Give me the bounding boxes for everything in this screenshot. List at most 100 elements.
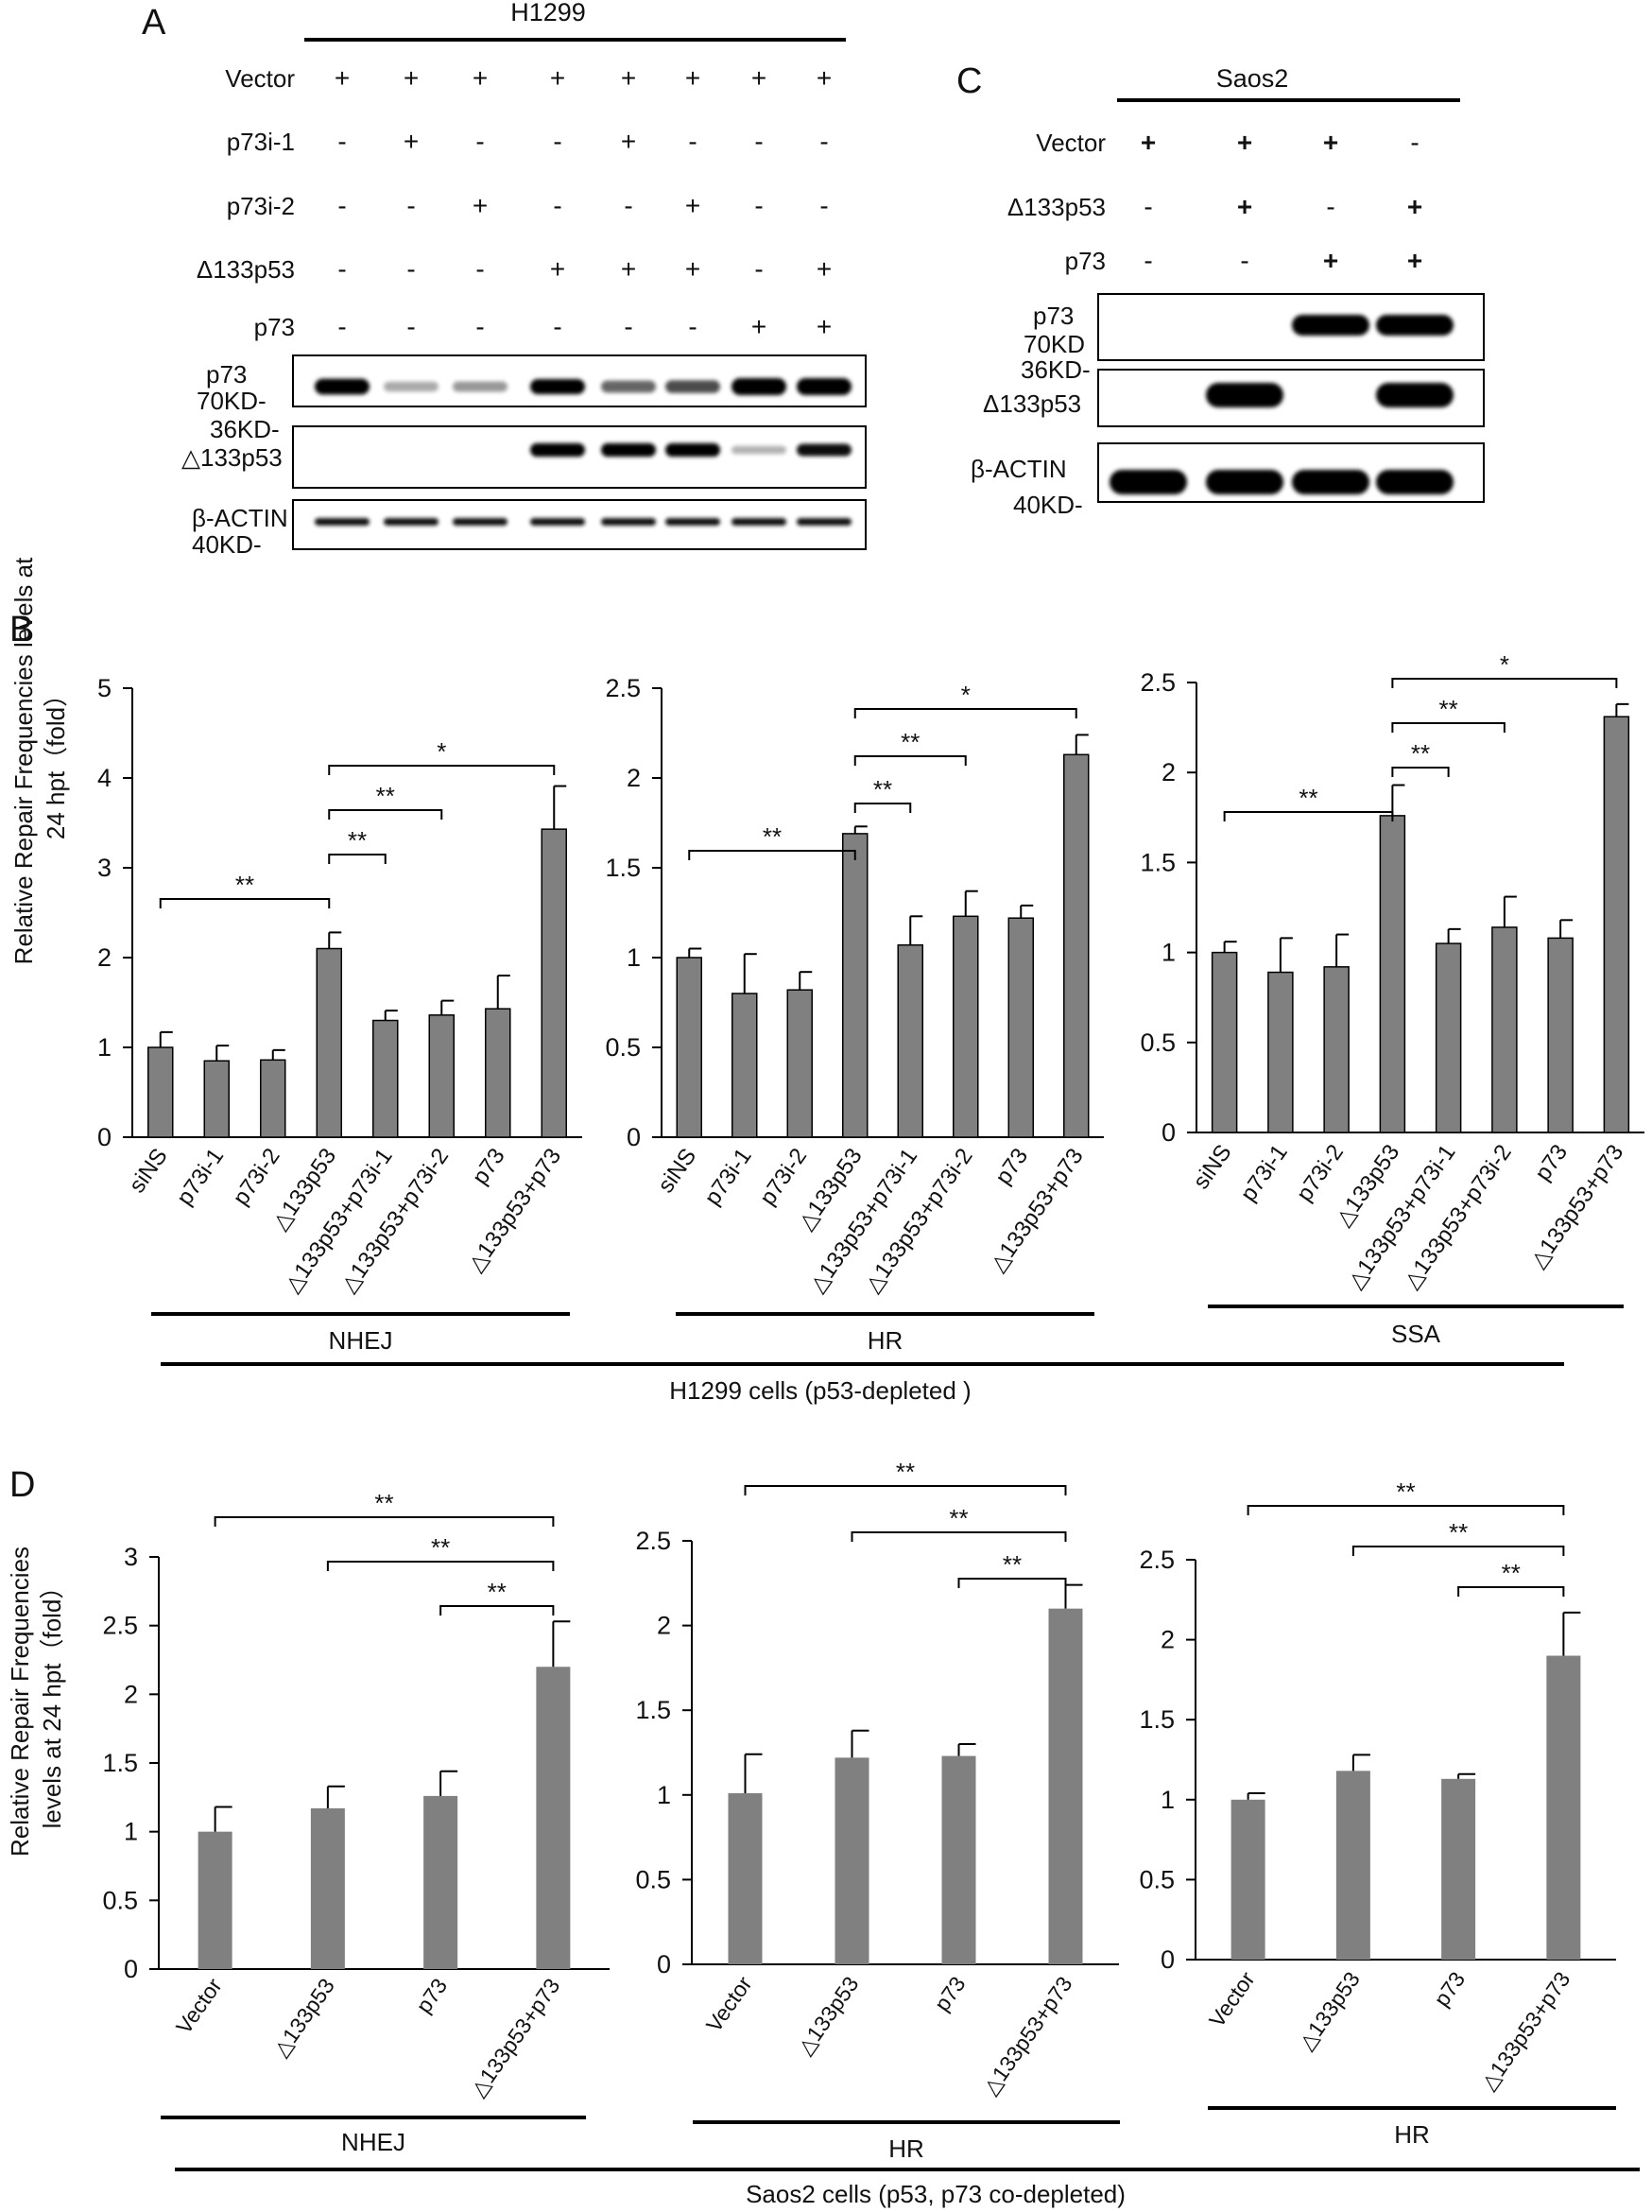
category-label: p73i-1: [172, 1144, 229, 1210]
blotA-sign: -: [475, 127, 484, 156]
blotA-sign: +: [685, 254, 700, 284]
blotA-strip-frame: [292, 425, 867, 489]
blotA-strip-label: △133p53: [181, 443, 283, 472]
blotA-band: [665, 442, 720, 458]
bar: [1323, 966, 1350, 1133]
assay-label: HR: [888, 2134, 924, 2163]
blotA-strip-label: p73: [206, 360, 247, 389]
blotA-sign: -: [337, 312, 346, 341]
blotA-sign: -: [754, 254, 763, 284]
panel-label-b: B: [9, 610, 33, 649]
y-tick-label: 1: [657, 1781, 671, 1809]
row-b-ylabel-line-1: Relative Repair Frequencies levels at: [9, 557, 38, 964]
blotA-sign: +: [817, 63, 832, 93]
blotA-band: [384, 381, 439, 392]
blot-a-cell-line: H1299: [510, 0, 586, 26]
blotA-sign: +: [550, 254, 565, 284]
category-label: △133p53: [1294, 1967, 1365, 2054]
significance-bracket: [1351, 1546, 1565, 1556]
blotA-strip-label: 40KD-: [192, 530, 262, 559]
blotA-band: [601, 518, 656, 526]
category-label: p73i-2: [755, 1144, 812, 1210]
blotC-band: [1376, 470, 1454, 494]
blotC-sign: -: [1240, 246, 1248, 275]
y-tick-label: 4: [97, 764, 112, 792]
blotC-treatment-label: Δ133p53: [1007, 193, 1106, 221]
blotA-sign: +: [473, 63, 488, 93]
y-tick-label: 1.5: [1139, 1705, 1175, 1734]
blotA-sign: +: [473, 191, 488, 220]
significance-label: *: [437, 737, 446, 766]
bar: [676, 957, 702, 1138]
bar: [1441, 1778, 1476, 1960]
category-label: p73: [411, 1974, 452, 2017]
blotC-strip-label: Δ133p53: [983, 389, 1081, 418]
significance-label: **: [1439, 695, 1458, 723]
significance-bracket: [853, 708, 1077, 718]
blotA-band: [453, 518, 508, 526]
bar: [203, 1060, 230, 1138]
row-d-ylabel: Relative Repair Frequencies levels at 24…: [6, 1547, 66, 1857]
y-tick-label: 1.5: [1140, 848, 1176, 876]
assay-label: HR: [868, 1326, 903, 1355]
bar: [485, 1008, 511, 1138]
significance-bracket: [326, 1561, 555, 1571]
category-label: p73: [929, 1972, 970, 2015]
blotA-strip-label: β-ACTIN: [192, 504, 288, 532]
significance-label: **: [348, 826, 367, 855]
panel-label-c: C: [956, 61, 982, 101]
category-label: p73i-1: [699, 1144, 756, 1210]
y-tick-label: 2: [1161, 1626, 1175, 1654]
bar: [536, 1667, 571, 1969]
significance-label: **: [896, 1458, 915, 1486]
bar: [1211, 951, 1238, 1133]
blotA-sign: -: [754, 191, 763, 220]
bar: [1335, 1771, 1370, 1960]
row-b-group-label: H1299 cells (p53-depleted ): [669, 1376, 971, 1405]
blotA-sign: -: [475, 312, 484, 341]
blotC-sign: +: [1323, 128, 1338, 157]
blotC-sign: +: [1237, 192, 1252, 221]
significance-label: **: [374, 1489, 393, 1517]
bar: [260, 1059, 286, 1138]
blotA-sign: +: [404, 127, 419, 156]
blotC-band: [1206, 383, 1283, 407]
blotA-band: [731, 518, 786, 526]
bar: [1491, 926, 1518, 1133]
y-tick-label: 2.5: [1140, 668, 1176, 697]
blotC-sign: +: [1237, 128, 1252, 157]
y-tick-label: 0.5: [1139, 1865, 1175, 1893]
y-tick-label: 0: [657, 1950, 671, 1979]
significance-bracket: [1391, 678, 1618, 688]
blot-a: H1299 Vector p73i-1 p73i-2 Δ133p53 p73 + + + + +…: [181, 0, 867, 559]
significance-bracket: [328, 765, 556, 775]
blotC-treatment-label: p73: [1065, 247, 1106, 275]
chart-d-hr-2: 0 0.5 1 1.5 2 2.5 Vector △133p53 p73 △133p53+p73 *…: [1139, 1478, 1616, 2149]
blot-c-cell-line: Saos2: [1216, 64, 1289, 93]
category-label: △133p53+p73: [1475, 1967, 1575, 2095]
y-tick-label: 1: [1161, 1786, 1175, 1814]
blotC-strip-label: 36KD-: [1021, 355, 1091, 384]
bar: [428, 1014, 455, 1138]
significance-bracket: [214, 1516, 555, 1527]
blotA-band: [453, 381, 508, 392]
y-tick-label: 0: [1161, 1945, 1175, 1974]
blotA-sign: -: [337, 127, 346, 156]
bar: [1379, 815, 1406, 1133]
significance-bracket: [957, 1578, 1067, 1588]
y-tick-label: 5: [97, 674, 112, 702]
blotA-sign: +: [621, 63, 636, 93]
blotC-sign: +: [1141, 128, 1156, 157]
bar: [372, 1019, 399, 1138]
blotA-band: [731, 445, 786, 455]
category-label: Vector: [1204, 1967, 1260, 2032]
y-tick-label: 0: [97, 1123, 112, 1151]
blotA-sign: -: [819, 127, 828, 156]
significance-bracket: [1223, 811, 1394, 821]
y-tick-label: 3: [124, 1543, 138, 1571]
bar: [1435, 942, 1462, 1133]
y-tick-label: 1: [97, 1033, 112, 1062]
significance-bracket: [853, 803, 912, 813]
